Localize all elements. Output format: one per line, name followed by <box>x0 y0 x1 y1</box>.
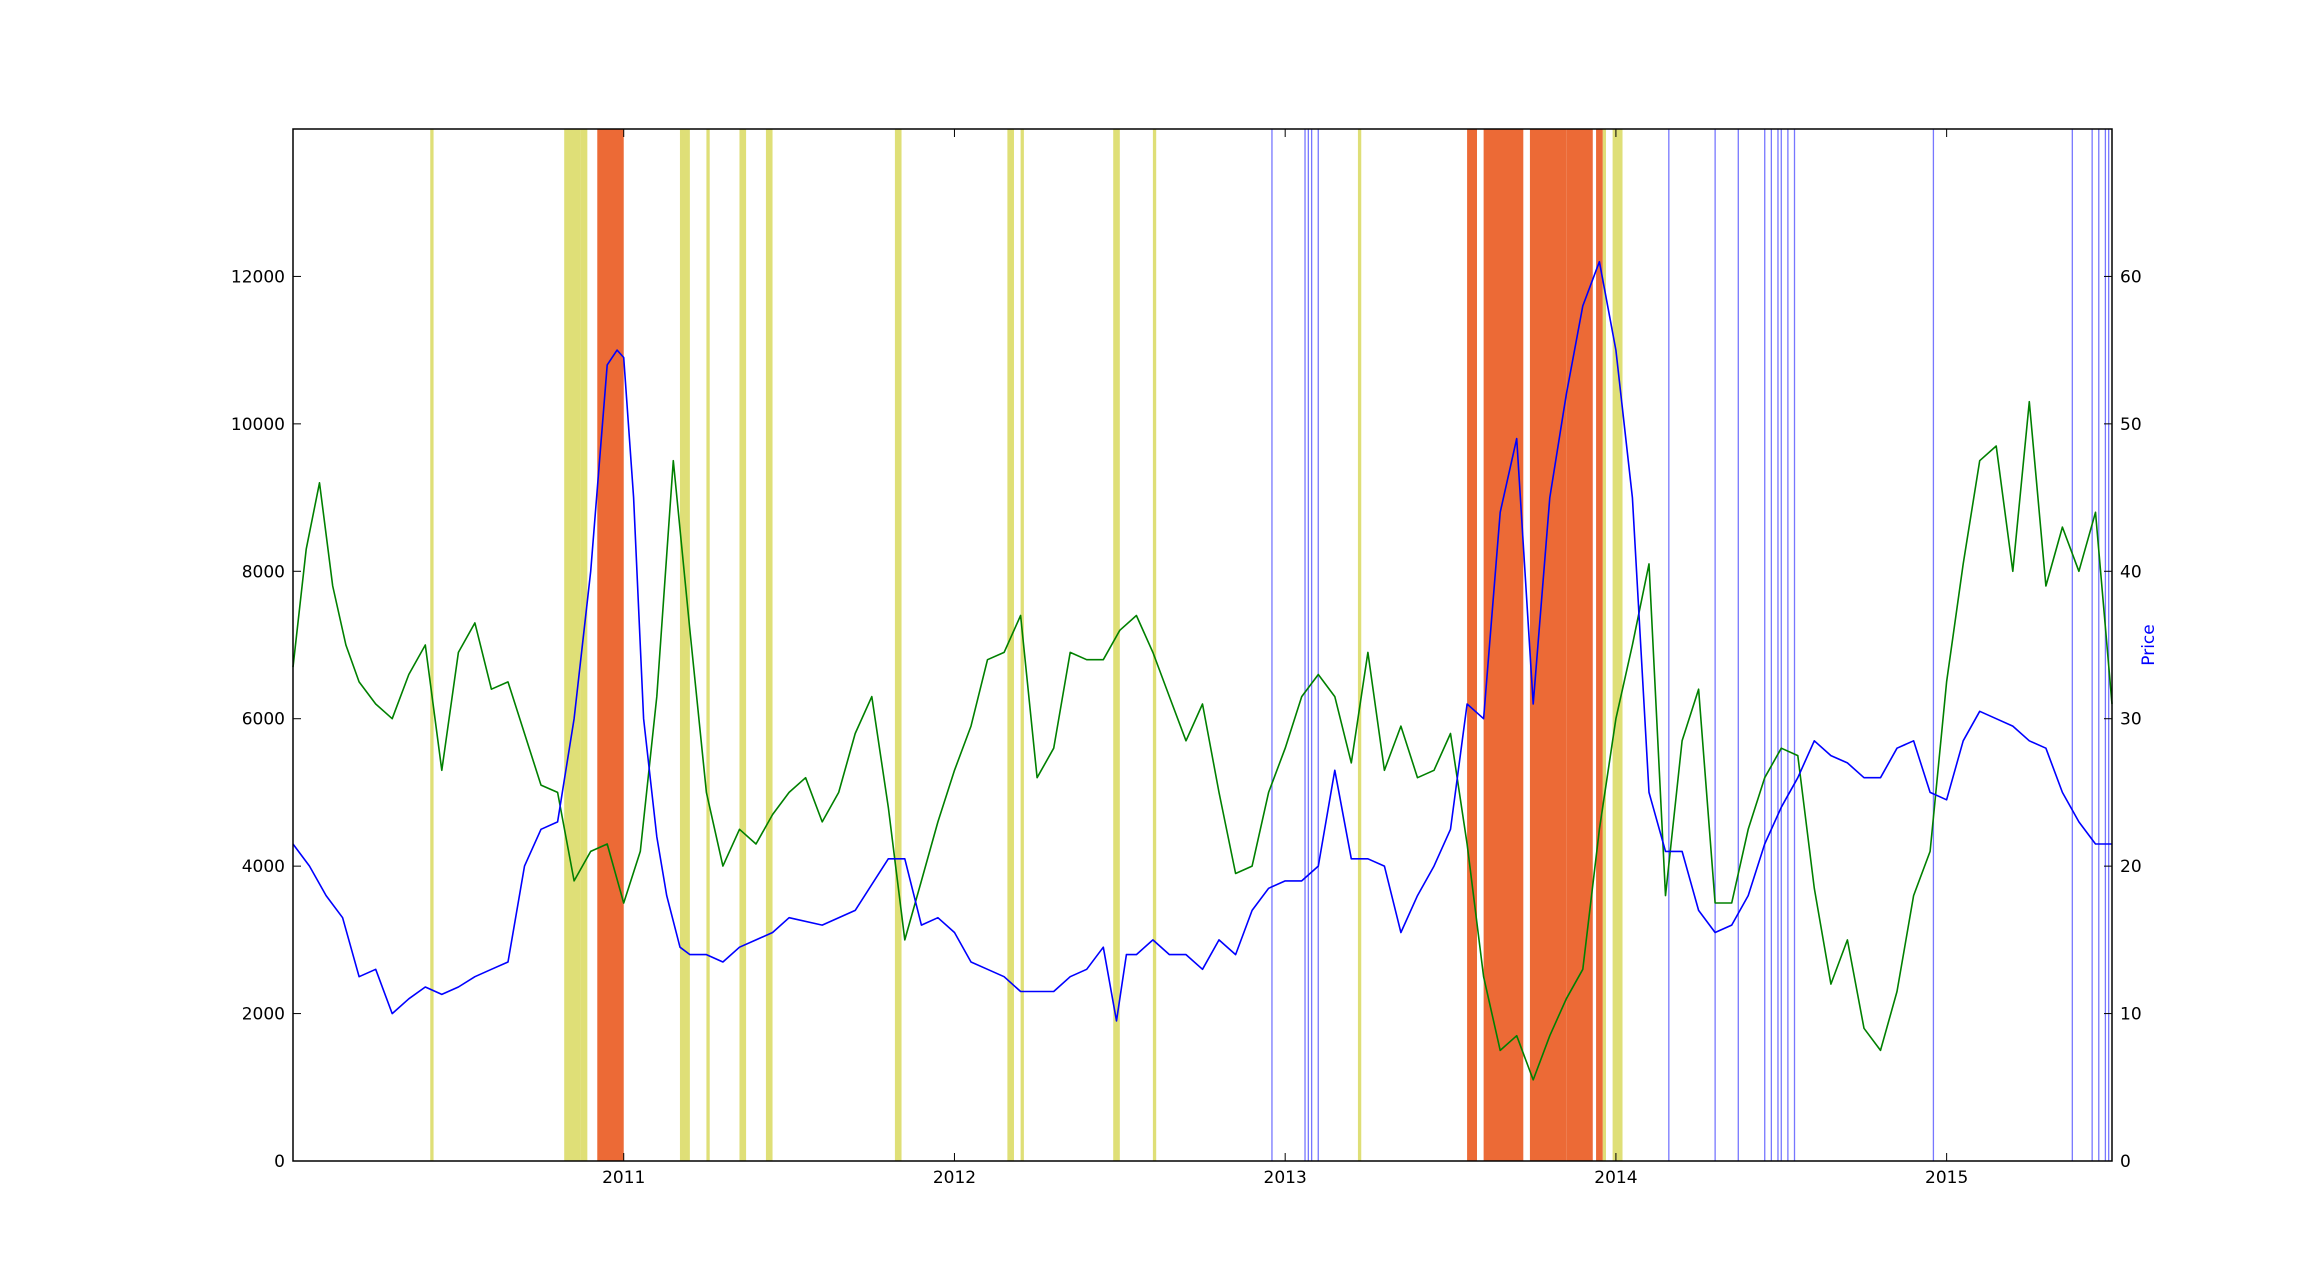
yellow-band <box>1612 129 1623 1161</box>
yellow-band <box>580 129 588 1161</box>
y-right-tick-label: 30 <box>2120 710 2142 730</box>
x-tick-label: 2015 <box>1925 1168 1968 1188</box>
y-right-tick-label: 50 <box>2120 415 2142 435</box>
yellow-band <box>1602 129 1606 1161</box>
plot-frame <box>292 128 2113 1162</box>
y-left-tick-label: 2000 <box>242 1005 285 1025</box>
y-right-tick-label: 60 <box>2120 267 2142 287</box>
y-left-tick-label: 10000 <box>231 415 285 435</box>
series-line-right <box>292 260 2112 1022</box>
y-left-tick-label: 4000 <box>242 857 285 877</box>
yellow-band <box>430 129 434 1161</box>
yellow-band <box>564 129 581 1161</box>
yellow-band <box>679 129 690 1161</box>
orange-band <box>1529 129 1567 1161</box>
x-tick-label: 2012 <box>933 1168 976 1188</box>
yellow-band <box>1007 129 1014 1161</box>
yellow-band <box>765 129 773 1161</box>
yellow-band <box>1113 129 1120 1161</box>
x-tick-label: 2014 <box>1594 1168 1637 1188</box>
orange-band <box>1467 129 1478 1161</box>
y-left-tick-label: 0 <box>274 1152 285 1172</box>
highlight-bands <box>430 129 2110 1161</box>
y-right-tick-label: 40 <box>2120 562 2142 582</box>
yellow-band <box>894 129 902 1161</box>
yellow-band <box>706 129 710 1161</box>
axis-ticks: 2011 2012 2013 2014 201502000400060008000100… <box>231 129 2142 1188</box>
yellow-band <box>739 129 747 1161</box>
y-left-tick-label: 6000 <box>242 710 285 730</box>
series-lines <box>292 260 2113 1081</box>
yellow-band <box>1020 129 1024 1161</box>
x-tick-label: 2011 <box>602 1168 645 1188</box>
series-line-left <box>292 400 2113 1081</box>
x-tick-label: 2013 <box>1264 1168 1307 1188</box>
right-axis-label: Price <box>2139 624 2159 665</box>
y-right-tick-label: 10 <box>2120 1005 2142 1025</box>
y-right-tick-label: 0 <box>2120 1152 2131 1172</box>
yellow-band <box>1357 129 1362 1161</box>
y-left-tick-label: 12000 <box>231 267 285 287</box>
orange-band <box>1596 129 1603 1161</box>
orange-band <box>597 129 624 1161</box>
yellow-band <box>1152 129 1157 1161</box>
orange-band <box>1566 129 1593 1161</box>
y-right-tick-label: 20 <box>2120 857 2142 877</box>
y-left-tick-label: 8000 <box>242 562 285 582</box>
